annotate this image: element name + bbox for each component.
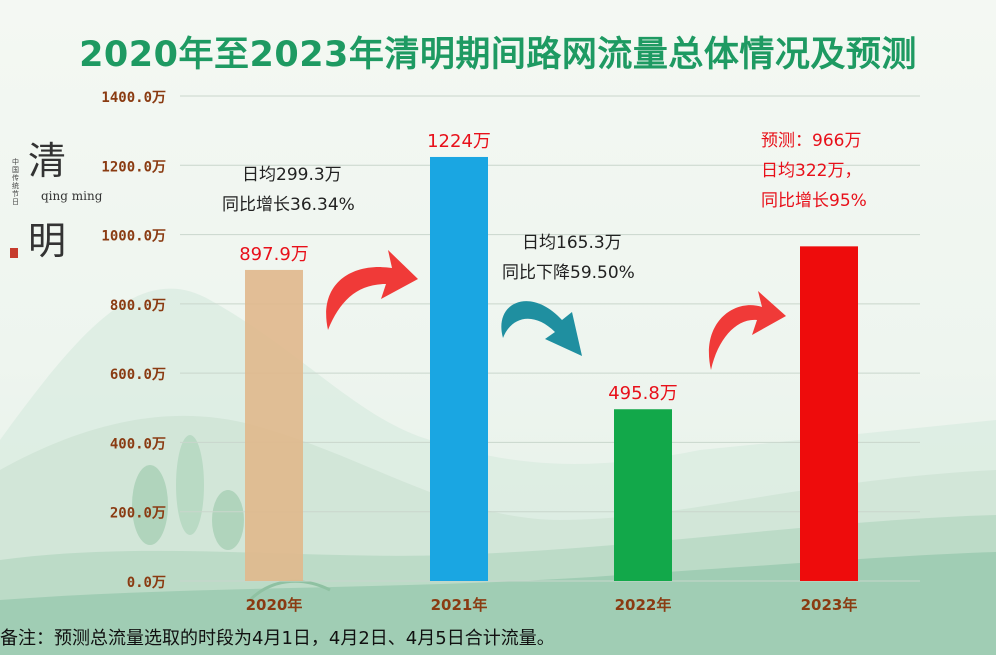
bar-2021年 bbox=[430, 156, 488, 581]
qingming-logo: 清 中国传统节日 qing ming 明 bbox=[10, 130, 102, 270]
annotation-2022: 日均165.3万 同比下降59.50% bbox=[502, 228, 635, 288]
x-tick-label: 2022年 bbox=[615, 596, 672, 614]
y-tick-label: 1400.0万 bbox=[101, 90, 166, 106]
annotation-2023-line3: 同比增长95% bbox=[761, 191, 867, 211]
logo-char-ming: 明 bbox=[28, 219, 67, 263]
footnote: 备注：预测总流量选取的时段为4月1日，4月2日、4月5日合计流量。 bbox=[0, 628, 555, 649]
y-tick-label: 1000.0万 bbox=[101, 229, 166, 245]
annotation-2023-line2: 日均322万， bbox=[761, 161, 862, 181]
y-tick-label: 200.0万 bbox=[110, 506, 166, 522]
data-label: 495.8万 bbox=[608, 383, 678, 404]
value-labels: 897.9万 1224万 495.8万 bbox=[239, 131, 678, 404]
arrow-increase-2021-icon bbox=[326, 250, 418, 330]
bars bbox=[245, 156, 858, 581]
x-tick-label: 2023年 bbox=[801, 596, 858, 614]
grid-lines bbox=[180, 95, 920, 582]
arrow-increase-2023-icon bbox=[708, 291, 786, 370]
bar-2023年 bbox=[800, 246, 858, 581]
bar-2020年 bbox=[245, 269, 303, 581]
arrow-decrease-2022-icon bbox=[501, 301, 582, 356]
annotation-2023-line1: 预测：966万 bbox=[761, 131, 862, 151]
logo-char-qing: 清 bbox=[28, 139, 67, 183]
logo-vertical-text: 中国传统节日 bbox=[12, 158, 19, 206]
logo-pinyin: qing ming bbox=[41, 189, 103, 203]
y-axis-ticks: 0.0万 200.0万 400.0万 600.0万 800.0万 1000.0万 1200.… bbox=[101, 90, 166, 591]
annotation-2021-line2: 同比增长36.34% bbox=[222, 195, 355, 215]
y-tick-label: 1200.0万 bbox=[101, 159, 166, 175]
annotation-2021: 日均299.3万 同比增长36.34% bbox=[222, 160, 355, 220]
logo-seal bbox=[10, 248, 18, 258]
chart-title: 2020年至2023年清明期间路网流量总体情况及预测 bbox=[79, 35, 917, 75]
y-tick-label: 400.0万 bbox=[110, 436, 166, 452]
x-axis-ticks: 2020年 2021年 2022年 2023年 bbox=[246, 596, 858, 614]
y-tick-label: 800.0万 bbox=[110, 298, 166, 314]
x-tick-label: 2021年 bbox=[431, 596, 488, 614]
data-label: 1224万 bbox=[427, 131, 491, 152]
y-tick-label: 0.0万 bbox=[127, 575, 166, 591]
annotation-2021-line1: 日均299.3万 bbox=[242, 165, 342, 185]
x-tick-label: 2020年 bbox=[246, 596, 303, 614]
annotation-2022-line2: 同比下降59.50% bbox=[502, 263, 635, 283]
annotation-2022-line1: 日均165.3万 bbox=[522, 233, 622, 253]
annotation-2023: 预测：966万 日均322万， 同比增长95% bbox=[761, 126, 867, 216]
data-label: 897.9万 bbox=[239, 244, 309, 265]
y-tick-label: 600.0万 bbox=[110, 367, 166, 383]
bar-2022年 bbox=[614, 409, 672, 581]
